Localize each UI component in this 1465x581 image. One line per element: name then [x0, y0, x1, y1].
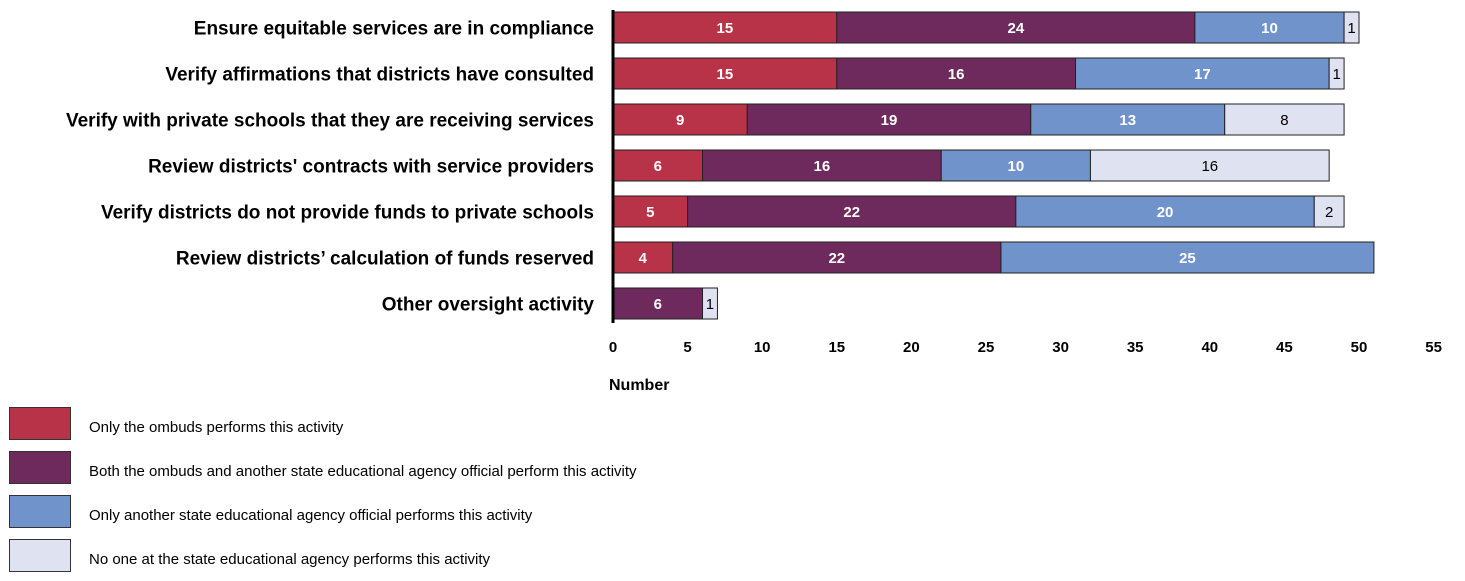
legend-swatch — [9, 495, 71, 528]
data-label: 1 — [1347, 20, 1355, 37]
bar-segment — [746, 103, 1032, 136]
data-label: 4 — [639, 250, 648, 267]
bar-segment — [702, 149, 942, 182]
x-tick-label: 50 — [1351, 339, 1368, 356]
x-tick-label: 15 — [828, 339, 845, 356]
x-tick-label: 25 — [978, 339, 995, 356]
data-label: 8 — [1280, 112, 1288, 129]
segment-labels: 15 24 10 115 16 17 19 19 13 86 16 10 165 22 20 24 22 256 1 — [639, 20, 1356, 313]
x-axis-title: Number — [609, 377, 669, 394]
bar-segment — [1030, 103, 1226, 136]
data-label: 19 — [881, 112, 898, 129]
data-label: 24 — [1007, 20, 1024, 37]
bars — [612, 11, 1375, 320]
data-label: 22 — [843, 204, 860, 221]
x-tick-label: 55 — [1425, 339, 1442, 356]
category-labels: Ensure equitable services are in complia… — [66, 19, 594, 316]
category-label: Review districts’ calculation of funds r… — [176, 249, 594, 270]
bar-segment — [702, 287, 718, 320]
legend-swatch — [9, 407, 71, 440]
data-label: 22 — [828, 250, 845, 267]
x-tick-label: 30 — [1052, 339, 1069, 356]
legend-label: Both the ombuds and another state educat… — [89, 463, 637, 480]
x-tick-label: 0 — [609, 339, 617, 356]
bar-segment — [1000, 241, 1375, 274]
data-label: 20 — [1157, 204, 1174, 221]
bar-segment — [612, 57, 838, 90]
x-tick-label: 35 — [1127, 339, 1144, 356]
category-label: Ensure equitable services are in complia… — [194, 19, 594, 40]
data-label: 9 — [676, 112, 684, 129]
category-label: Verify affirmations that districts have … — [165, 65, 594, 86]
bar-segment — [612, 149, 704, 182]
x-tick-label: 45 — [1276, 339, 1293, 356]
data-label: 16 — [948, 66, 965, 83]
data-label: 10 — [1261, 20, 1278, 37]
bar-segment — [1224, 103, 1345, 136]
category-label: Review districts' contracts with service… — [148, 157, 594, 178]
data-label: 15 — [717, 66, 734, 83]
category-label: Verify districts do not provide funds to… — [101, 203, 594, 224]
data-label: 1 — [706, 296, 714, 313]
data-label: 25 — [1179, 250, 1196, 267]
bar-segment — [836, 11, 1196, 44]
category-label: Other oversight activity — [382, 295, 595, 316]
bar-segment — [1343, 11, 1360, 44]
bar-segment — [1194, 11, 1345, 44]
data-label: 6 — [654, 158, 662, 175]
data-label: 10 — [1007, 158, 1024, 175]
bar-segment — [1089, 149, 1330, 182]
bar-segment — [1075, 57, 1330, 90]
legend-label: Only another state educational agency of… — [89, 507, 533, 524]
x-tick-label: 20 — [903, 339, 920, 356]
x-tick-labels: 0 5 10 15 20 25 30 35 40 45 50 55 — [609, 339, 1442, 356]
data-label: 2 — [1325, 204, 1333, 221]
legend-label: Only the ombuds performs this activity — [89, 419, 344, 436]
category-label: Verify with private schools that they ar… — [66, 111, 594, 132]
x-tick-label: 10 — [754, 339, 771, 356]
stacked-bar-chart: Ensure equitable services are in complia… — [66, 10, 1442, 394]
data-label: 1 — [1332, 66, 1340, 83]
bar-segment — [1313, 195, 1345, 228]
bar-segment — [1015, 195, 1315, 228]
bar-segment — [612, 103, 748, 136]
bar-segment — [836, 57, 1077, 90]
data-label: 16 — [1201, 158, 1218, 175]
legend-swatch — [9, 539, 71, 572]
x-tick-label: 40 — [1201, 339, 1218, 356]
bar-segment — [1328, 57, 1345, 90]
data-label: 17 — [1194, 66, 1211, 83]
bar-segment — [940, 149, 1091, 182]
x-tick-label: 5 — [683, 339, 691, 356]
data-label: 6 — [654, 296, 662, 313]
data-label: 15 — [717, 20, 734, 37]
legend-swatch — [9, 451, 71, 484]
legend-label: No one at the state educational agency p… — [89, 551, 491, 568]
data-label: 5 — [646, 204, 654, 221]
data-label: 16 — [814, 158, 831, 175]
data-label: 13 — [1119, 112, 1136, 129]
bar-segment — [612, 11, 838, 44]
